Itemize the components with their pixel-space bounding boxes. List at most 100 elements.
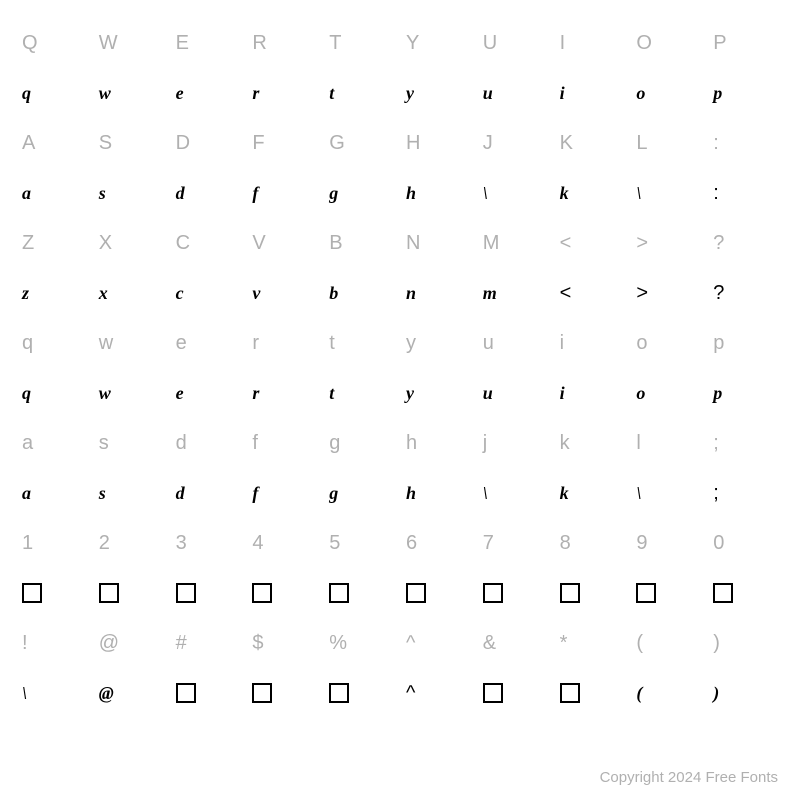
key-label: $	[248, 620, 321, 666]
key-label: s	[95, 420, 168, 466]
glyph-sample	[402, 570, 475, 616]
glyph-sample: a	[18, 170, 91, 216]
key-label: 8	[556, 520, 629, 566]
glyph-sample: \	[479, 470, 552, 516]
missing-glyph-box	[560, 583, 580, 603]
missing-glyph-box	[329, 583, 349, 603]
missing-glyph-box	[406, 583, 426, 603]
glyph-sample: ?	[709, 270, 782, 316]
glyph-sample	[325, 570, 398, 616]
key-label: ?	[709, 220, 782, 266]
glyph-sample: y	[402, 370, 475, 416]
key-label: g	[325, 420, 398, 466]
glyph-sample: \	[632, 170, 705, 216]
key-label: J	[479, 120, 552, 166]
glyph-sample	[172, 570, 245, 616]
glyph-sample: r	[248, 70, 321, 116]
glyph-sample: i	[556, 370, 629, 416]
glyph-sample: x	[95, 270, 168, 316]
glyph-sample	[172, 670, 245, 716]
glyph-sample	[709, 570, 782, 616]
key-label: *	[556, 620, 629, 666]
key-label: 2	[95, 520, 168, 566]
glyph-sample: @	[95, 670, 168, 716]
key-label: C	[172, 220, 245, 266]
glyph-sample: \	[18, 670, 91, 716]
glyph-sample: s	[95, 470, 168, 516]
key-label: E	[172, 20, 245, 66]
glyph-sample: p	[709, 370, 782, 416]
glyph-sample: (	[632, 670, 705, 716]
key-label: K	[556, 120, 629, 166]
key-label: q	[18, 320, 91, 366]
glyph-sample: t	[325, 70, 398, 116]
glyph-sample: <	[556, 270, 629, 316]
key-label: P	[709, 20, 782, 66]
glyph-sample	[18, 570, 91, 616]
glyph-sample: m	[479, 270, 552, 316]
glyph-sample	[556, 570, 629, 616]
key-label: 3	[172, 520, 245, 566]
key-label: 4	[248, 520, 321, 566]
key-label: G	[325, 120, 398, 166]
key-label: d	[172, 420, 245, 466]
key-label: k	[556, 420, 629, 466]
key-label: U	[479, 20, 552, 66]
character-map-grid: QWERTYUIOPqwertyuiopASDFGHJKL:asdfgh\k\:…	[0, 0, 800, 716]
glyph-sample	[479, 670, 552, 716]
key-label: V	[248, 220, 321, 266]
glyph-sample: u	[479, 70, 552, 116]
key-label: F	[248, 120, 321, 166]
missing-glyph-box	[252, 583, 272, 603]
key-label: w	[95, 320, 168, 366]
glyph-sample: g	[325, 170, 398, 216]
glyph-sample: d	[172, 170, 245, 216]
missing-glyph-box	[713, 583, 733, 603]
key-label: 7	[479, 520, 552, 566]
glyph-sample	[248, 570, 321, 616]
key-label: Q	[18, 20, 91, 66]
glyph-sample: i	[556, 70, 629, 116]
glyph-sample	[248, 670, 321, 716]
glyph-sample: v	[248, 270, 321, 316]
key-label: L	[632, 120, 705, 166]
key-label: Z	[18, 220, 91, 266]
glyph-sample: h	[402, 470, 475, 516]
glyph-sample: a	[18, 470, 91, 516]
key-label: l	[632, 420, 705, 466]
glyph-sample: c	[172, 270, 245, 316]
missing-glyph-box	[483, 583, 503, 603]
glyph-sample: :	[709, 170, 782, 216]
key-label: ^	[402, 620, 475, 666]
glyph-sample: k	[556, 170, 629, 216]
key-label: >	[632, 220, 705, 266]
missing-glyph-box	[99, 583, 119, 603]
missing-glyph-box	[636, 583, 656, 603]
key-label: @	[95, 620, 168, 666]
glyph-sample: w	[95, 70, 168, 116]
missing-glyph-box	[176, 583, 196, 603]
glyph-sample: e	[172, 70, 245, 116]
key-label: y	[402, 320, 475, 366]
key-label: Y	[402, 20, 475, 66]
glyph-sample: p	[709, 70, 782, 116]
glyph-sample: o	[632, 70, 705, 116]
glyph-sample: w	[95, 370, 168, 416]
key-label: M	[479, 220, 552, 266]
glyph-sample	[556, 670, 629, 716]
key-label: h	[402, 420, 475, 466]
key-label: S	[95, 120, 168, 166]
key-label: W	[95, 20, 168, 66]
key-label: j	[479, 420, 552, 466]
glyph-sample	[479, 570, 552, 616]
key-label: &	[479, 620, 552, 666]
key-label: (	[632, 620, 705, 666]
key-label: o	[632, 320, 705, 366]
key-label: 0	[709, 520, 782, 566]
glyph-sample: h	[402, 170, 475, 216]
key-label: u	[479, 320, 552, 366]
glyph-sample: k	[556, 470, 629, 516]
key-label: :	[709, 120, 782, 166]
key-label: <	[556, 220, 629, 266]
key-label: 5	[325, 520, 398, 566]
